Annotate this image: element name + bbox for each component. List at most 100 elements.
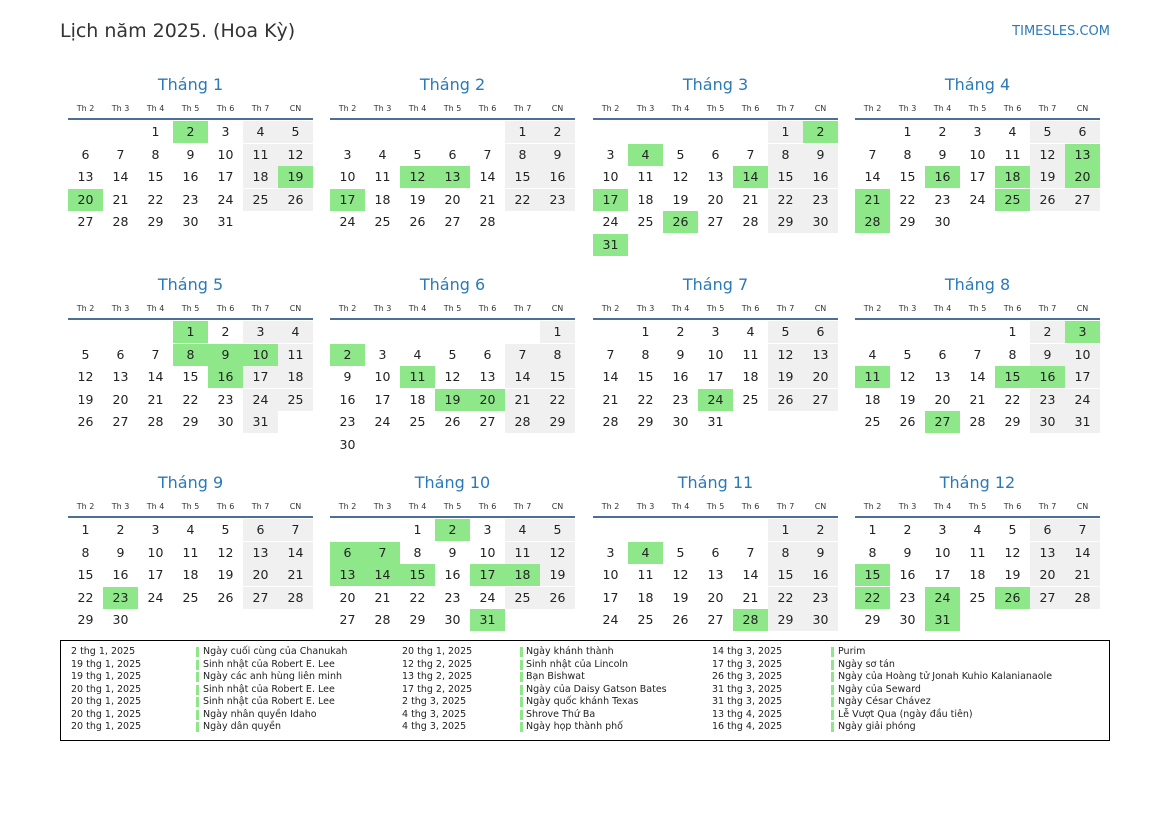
month-rule bbox=[330, 318, 575, 320]
day-cell: 29 bbox=[637, 414, 654, 429]
day-cell: 23 bbox=[540, 188, 575, 211]
day-cell: 22 bbox=[637, 391, 654, 407]
holiday-name: Sinh nhật của Robert E. Lee bbox=[203, 696, 335, 707]
weekday-label: CN bbox=[551, 104, 564, 113]
day-cell: 6 bbox=[1030, 519, 1065, 541]
day-cell: 11 bbox=[278, 343, 313, 366]
day-cell: 18 bbox=[409, 391, 426, 407]
weekday-label: Th 6 bbox=[216, 304, 235, 313]
weekday-label: Th 3 bbox=[636, 502, 655, 511]
day-cell: 13 bbox=[1030, 541, 1065, 564]
day-cell: 2 bbox=[903, 522, 912, 537]
holiday-date: 19 thg 1, 2025 bbox=[71, 658, 142, 670]
month-rule bbox=[68, 516, 313, 518]
weekday-label: Th 6 bbox=[741, 304, 760, 313]
day-cell: 16 bbox=[925, 166, 960, 188]
day-cell: 4 bbox=[868, 346, 877, 362]
day-cell: 7 bbox=[606, 346, 615, 362]
day-cell: 21 bbox=[374, 589, 391, 605]
day-cell: 25 bbox=[637, 612, 654, 627]
day-cell: 28 bbox=[733, 609, 768, 631]
month-rule bbox=[68, 318, 313, 320]
weekday-label: Th 4 bbox=[408, 304, 427, 313]
weekday-label: CN bbox=[814, 502, 827, 511]
day-cell: 23 bbox=[103, 586, 138, 609]
day-cell: 1 bbox=[413, 522, 422, 537]
day-cell: 31 bbox=[470, 609, 505, 631]
day-cell: 17 bbox=[969, 169, 986, 184]
day-cell: 7 bbox=[278, 519, 313, 541]
holiday-name: Shrove Thứ Ba bbox=[526, 708, 596, 720]
day-cell: 18 bbox=[505, 564, 540, 586]
day-cell: 4 bbox=[413, 346, 422, 362]
holiday-marker bbox=[831, 659, 834, 670]
day-cell: 10 bbox=[1065, 343, 1100, 366]
day-cell: 6 bbox=[448, 146, 457, 162]
holiday-name: Sinh nhật của Robert E. Lee bbox=[203, 658, 335, 670]
weekday-label: Th 4 bbox=[408, 502, 427, 511]
holiday-name: Ngày các anh hùng liên minh bbox=[203, 671, 342, 682]
day-cell: 17 bbox=[147, 567, 164, 582]
day-cell: 21 bbox=[855, 188, 890, 211]
day-cell: 27 bbox=[77, 214, 94, 229]
day-cell: 6 bbox=[711, 146, 720, 162]
day-cell: 4 bbox=[1008, 124, 1017, 139]
holiday-marker bbox=[196, 697, 199, 707]
day-cell: 23 bbox=[803, 586, 838, 609]
day-cell: 3 bbox=[606, 544, 615, 560]
holiday-marker bbox=[520, 709, 523, 720]
day-cell: 29 bbox=[147, 214, 164, 229]
day-cell: 4 bbox=[278, 321, 313, 343]
weekday-label: Th 2 bbox=[76, 104, 95, 113]
weekday-label: Th 3 bbox=[111, 502, 130, 511]
weekday-label: Th 4 bbox=[671, 502, 690, 511]
weekday-label: Th 4 bbox=[408, 104, 427, 113]
day-cell: 29 bbox=[77, 612, 94, 627]
day-cell: 14 bbox=[365, 564, 400, 586]
day-cell: 3 bbox=[151, 522, 160, 537]
holiday-marker bbox=[831, 722, 834, 732]
day-cell: 29 bbox=[768, 211, 803, 233]
day-cell: 5 bbox=[676, 146, 685, 162]
weekday-label: Th 5 bbox=[968, 502, 987, 511]
day-cell: 2 bbox=[803, 121, 838, 143]
day-cell: 1 bbox=[768, 121, 803, 143]
holiday-marker bbox=[520, 672, 523, 682]
weekday-label: CN bbox=[1076, 104, 1089, 113]
day-cell: 18 bbox=[278, 366, 313, 388]
day-cell: 10 bbox=[602, 169, 619, 184]
day-cell: 30 bbox=[112, 612, 129, 627]
day-cell: 29 bbox=[1004, 414, 1021, 429]
day-cell: 2 bbox=[938, 124, 947, 139]
day-cell: 21 bbox=[278, 564, 313, 586]
day-cell: 12 bbox=[672, 169, 689, 184]
day-cell: 7 bbox=[365, 541, 400, 564]
holiday-name: Lễ Vượt Qua (ngày đầu tiên) bbox=[838, 708, 973, 720]
day-cell: 24 bbox=[1065, 388, 1100, 411]
day-cell: 3 bbox=[221, 124, 230, 139]
day-cell: 20 bbox=[934, 391, 951, 407]
day-cell: 2 bbox=[803, 519, 838, 541]
day-cell: 31 bbox=[707, 414, 724, 429]
day-cell: 13 bbox=[707, 567, 724, 582]
weekday-label: Th 6 bbox=[478, 304, 497, 313]
holiday-name: Purim bbox=[838, 646, 866, 657]
day-cell: 24 bbox=[217, 191, 234, 207]
day-cell: 17 bbox=[330, 188, 365, 211]
day-cell: 5 bbox=[1008, 522, 1017, 537]
day-cell: 12 bbox=[400, 166, 435, 188]
holiday-name: Ngày quốc khánh Texas bbox=[526, 696, 639, 707]
weekday-label: Th 3 bbox=[636, 104, 655, 113]
day-cell: 30 bbox=[672, 414, 689, 429]
weekday-label: CN bbox=[814, 304, 827, 313]
month-title: Tháng 1 bbox=[157, 75, 224, 94]
day-cell: 12 bbox=[899, 369, 916, 384]
site-link[interactable]: TIMESLES.COM bbox=[1012, 24, 1110, 39]
day-cell: 20 bbox=[470, 388, 505, 411]
day-cell: 21 bbox=[602, 391, 619, 407]
day-cell: 19 bbox=[435, 388, 470, 411]
holiday-marker bbox=[831, 672, 834, 682]
holiday-name: Bạn Bishwat bbox=[526, 671, 585, 682]
month-title: Tháng 12 bbox=[939, 473, 1016, 492]
